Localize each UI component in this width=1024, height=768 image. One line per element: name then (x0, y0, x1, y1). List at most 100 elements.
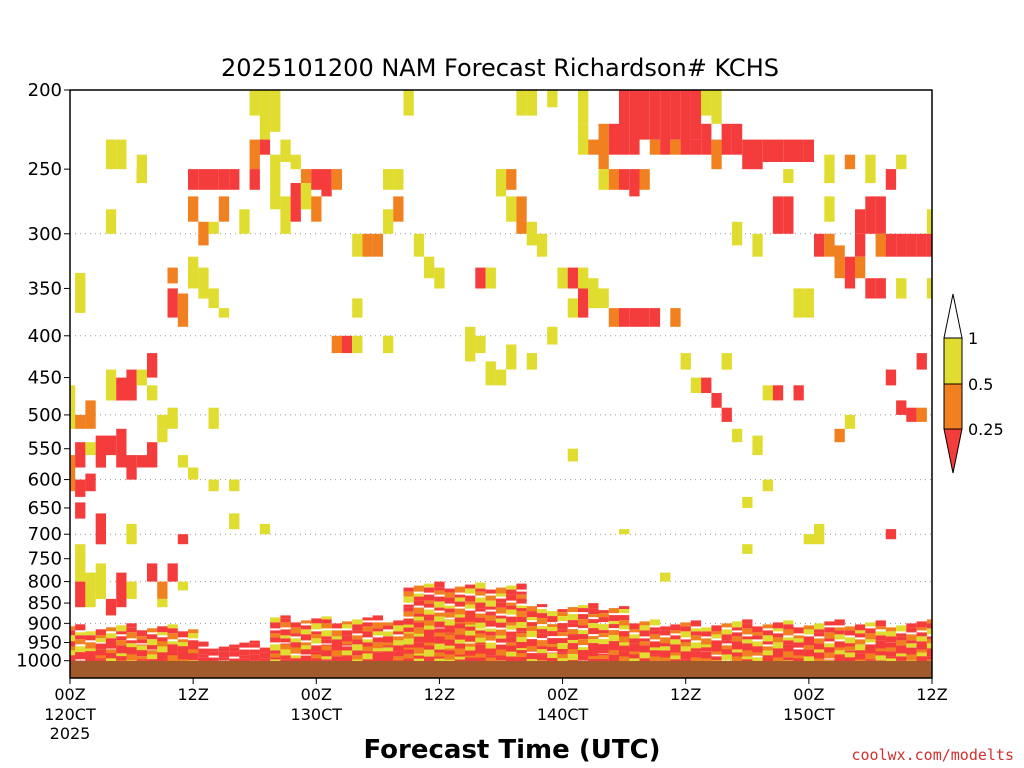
y-tick-label: 250 (28, 159, 62, 180)
boundary-layer-cell (629, 623, 640, 630)
boundary-layer-cell (660, 657, 671, 664)
heatmap-cell (495, 169, 507, 197)
boundary-layer-cell (567, 623, 578, 628)
boundary-layer-cell (567, 641, 578, 647)
boundary-layer-cell (896, 656, 907, 661)
boundary-layer-cell (865, 639, 876, 643)
heatmap-cell (352, 233, 363, 257)
boundary-layer-cell (608, 624, 620, 629)
heatmap-cell (660, 572, 671, 582)
boundary-layer-cell (803, 656, 814, 663)
heatmap-cell (116, 428, 127, 468)
boundary-layer-cell (321, 636, 332, 640)
heatmap-cell (639, 169, 650, 190)
boundary-layer-cell (434, 607, 445, 611)
boundary-layer-cell (188, 649, 199, 654)
heatmap-cell (629, 308, 640, 327)
boundary-layer-cell (536, 629, 548, 634)
boundary-layer-cell (372, 631, 383, 636)
heatmap-cell (578, 90, 589, 124)
boundary-layer-cell (126, 640, 137, 644)
boundary-layer-cell (70, 650, 76, 656)
boundary-layer-cell (177, 639, 189, 643)
heatmap-cell (598, 288, 609, 309)
colorbar-bin-yellow (943, 337, 963, 385)
boundary-layer-cell (629, 651, 640, 655)
boundary-layer-cell (670, 624, 681, 631)
boundary-layer-cell (147, 639, 158, 646)
boundary-layer-cell (70, 657, 76, 664)
boundary-layer-cell (926, 656, 932, 660)
boundary-layer-cell (598, 613, 609, 618)
heatmap-cell (608, 123, 620, 155)
boundary-layer-cell (485, 595, 496, 601)
heatmap-cell (331, 169, 342, 190)
boundary-layer-cell (331, 656, 342, 660)
boundary-layer-cell (188, 629, 199, 634)
heatmap-cell (557, 267, 568, 289)
boundary-layer-cell (300, 645, 312, 650)
boundary-layer-cell (300, 629, 312, 635)
boundary-layer-cell (157, 654, 168, 658)
boundary-layer-cell (495, 638, 507, 643)
heatmap-cell (598, 169, 609, 190)
boundary-layer-cell (639, 630, 650, 637)
boundary-layer-cell (454, 608, 466, 615)
boundary-layer-cell (126, 651, 137, 656)
boundary-layer-cell (865, 633, 876, 640)
y-tick-label: 900 (28, 613, 62, 634)
heatmap-cell (588, 139, 599, 155)
heatmap-cell (916, 233, 927, 257)
boundary-layer-cell (875, 631, 886, 636)
boundary-layer-cell (485, 628, 496, 632)
boundary-layer-cell (608, 646, 620, 651)
boundary-layer-cell (506, 636, 517, 643)
boundary-layer-cell (495, 602, 507, 608)
boundary-layer-cell (413, 596, 425, 601)
heatmap-cell (249, 139, 260, 170)
boundary-layer-cell (619, 651, 630, 657)
heatmap-cell (75, 479, 86, 497)
boundary-layer-cell (311, 638, 322, 644)
heatmap-cell (619, 308, 630, 327)
boundary-layer-cell (526, 611, 537, 618)
boundary-layer-cell (567, 640, 578, 644)
boundary-layer-cell (680, 639, 691, 643)
boundary-layer-cell (516, 583, 527, 590)
boundary-layer-cell (619, 625, 630, 630)
heatmap-cell (855, 233, 866, 257)
boundary-layer-cell (444, 625, 455, 629)
boundary-layer-cell (834, 627, 845, 631)
boundary-layer-cell (70, 626, 76, 631)
boundary-layer-cell (906, 623, 917, 628)
boundary-layer-cell (413, 593, 425, 597)
heatmap-cell (208, 169, 219, 190)
boundary-layer-cell (413, 613, 425, 617)
boundary-layer-cell (259, 647, 271, 653)
boundary-layer-cell (916, 649, 927, 653)
boundary-layer-cell (926, 623, 932, 629)
boundary-layer-cell (290, 638, 301, 643)
boundary-layer-cell (516, 628, 527, 632)
boundary-layer-cell (690, 648, 702, 652)
heatmap-cell (619, 169, 630, 190)
heatmap-cell (824, 233, 835, 257)
boundary-layer-cell (403, 627, 414, 632)
boundary-layer-cell (721, 649, 732, 655)
colorbar-top-arrow (943, 293, 963, 339)
heatmap-cell (547, 90, 558, 108)
boundary-layer-cell (855, 633, 866, 638)
heatmap-cell (885, 369, 897, 386)
boundary-layer-cell (742, 636, 753, 640)
heatmap-cell (424, 256, 435, 279)
heatmap-cell (783, 169, 794, 183)
boundary-layer-cell (814, 629, 825, 633)
boundary-layer-cell (762, 624, 773, 629)
boundary-layer-cell (383, 636, 394, 643)
boundary-layer-cell (649, 634, 661, 640)
heatmap-cell (578, 288, 589, 318)
boundary-layer-cell (865, 648, 876, 654)
heatmap-cell (331, 335, 342, 354)
boundary-layer-cell (731, 656, 743, 662)
boundary-layer-cell (424, 583, 435, 588)
